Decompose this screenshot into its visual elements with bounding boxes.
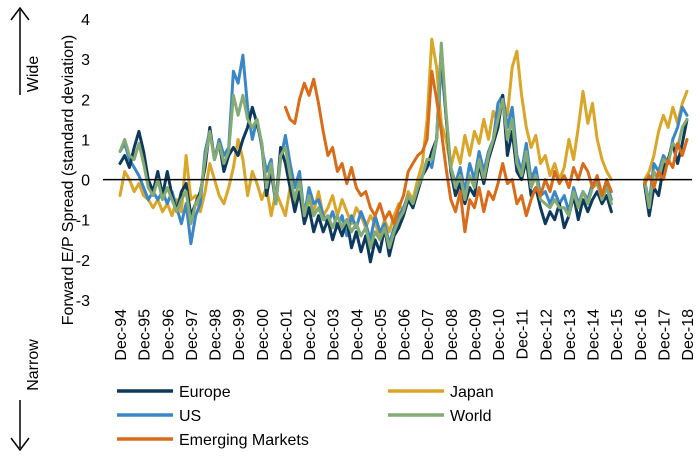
legend-label: Europe — [179, 384, 231, 401]
legend-label: Emerging Markets — [179, 432, 309, 449]
x-tick-label: Dec-01 — [278, 309, 295, 361]
series-line-emerging-markets — [283, 69, 613, 234]
series-line-world-segment-2 — [643, 117, 689, 210]
x-tick-label: Dec-16 — [633, 309, 650, 361]
x-tick-label: Dec-18 — [680, 309, 697, 361]
legend-item: Emerging Markets — [117, 432, 309, 449]
legend-item: World — [388, 408, 492, 425]
y-tick-label: -2 — [76, 253, 90, 270]
x-tick-label: Dec-99 — [231, 309, 248, 361]
y-tick-label: 4 — [81, 12, 90, 29]
legend-item: Japan — [388, 384, 494, 401]
x-tick-label: Dec-11 — [515, 309, 532, 359]
x-tick-label: Dec-02 — [302, 309, 319, 361]
legend-label: US — [179, 408, 201, 425]
y-axis-label: Forward E/P Spread (standard deviation) — [60, 35, 77, 326]
legend-label: Japan — [450, 384, 494, 401]
x-tick-label: Dec-95 — [137, 309, 154, 361]
y-tick-label: 0 — [81, 173, 90, 190]
narrow-arrow-icon — [10, 400, 30, 452]
x-tick-label: Dec-06 — [397, 309, 414, 361]
narrow-label: Narrow — [25, 339, 42, 391]
legend-label: World — [450, 408, 492, 425]
x-tick-label: Dec-98 — [208, 309, 225, 361]
wide-arrow-icon — [10, 6, 30, 95]
legend: Europe Japan US World Emerging Markets — [117, 384, 494, 449]
x-tick-label: Dec-09 — [467, 309, 484, 361]
x-tick-label: Dec-07 — [420, 309, 437, 361]
y-tick-label: -3 — [76, 293, 90, 310]
x-tick-label: Dec-15 — [609, 309, 626, 361]
x-tick-label: Dec-10 — [491, 309, 508, 361]
x-tick-label: Dec-14 — [586, 309, 603, 361]
x-tick-label: Dec-13 — [562, 309, 579, 361]
x-tick-label: Dec-08 — [444, 309, 461, 361]
x-tick-label: Dec-17 — [656, 309, 673, 361]
x-tick-label: Dec-97 — [184, 309, 201, 361]
x-tick-label: Dec-05 — [373, 309, 390, 361]
y-tick-label: 2 — [81, 92, 90, 109]
x-axis: Dec-94 Dec-95 Dec-96 Dec-97 Dec-98 Dec-99 Dec-… — [113, 309, 697, 361]
y-tick-label: -1 — [76, 213, 90, 230]
y-tick-label: 3 — [81, 52, 90, 69]
x-tick-label: Dec-04 — [349, 309, 366, 361]
series-line-emerging-markets-segment-2 — [643, 137, 689, 190]
x-tick-label: Dec-12 — [538, 309, 555, 361]
legend-item: Europe — [117, 384, 231, 401]
y-tick-label: 1 — [81, 132, 90, 149]
x-tick-label: Dec-00 — [255, 309, 272, 361]
x-tick-label: Dec-94 — [113, 309, 130, 361]
x-tick-label: Dec-03 — [326, 309, 343, 361]
x-tick-label: Dec-96 — [160, 309, 177, 361]
series-lines — [118, 37, 689, 264]
series-line-world — [118, 41, 613, 250]
wide-label: Wide — [25, 56, 42, 93]
y-axis: -3 -2 -1 0 1 2 3 4 — [76, 12, 90, 310]
legend-item: US — [117, 408, 201, 425]
